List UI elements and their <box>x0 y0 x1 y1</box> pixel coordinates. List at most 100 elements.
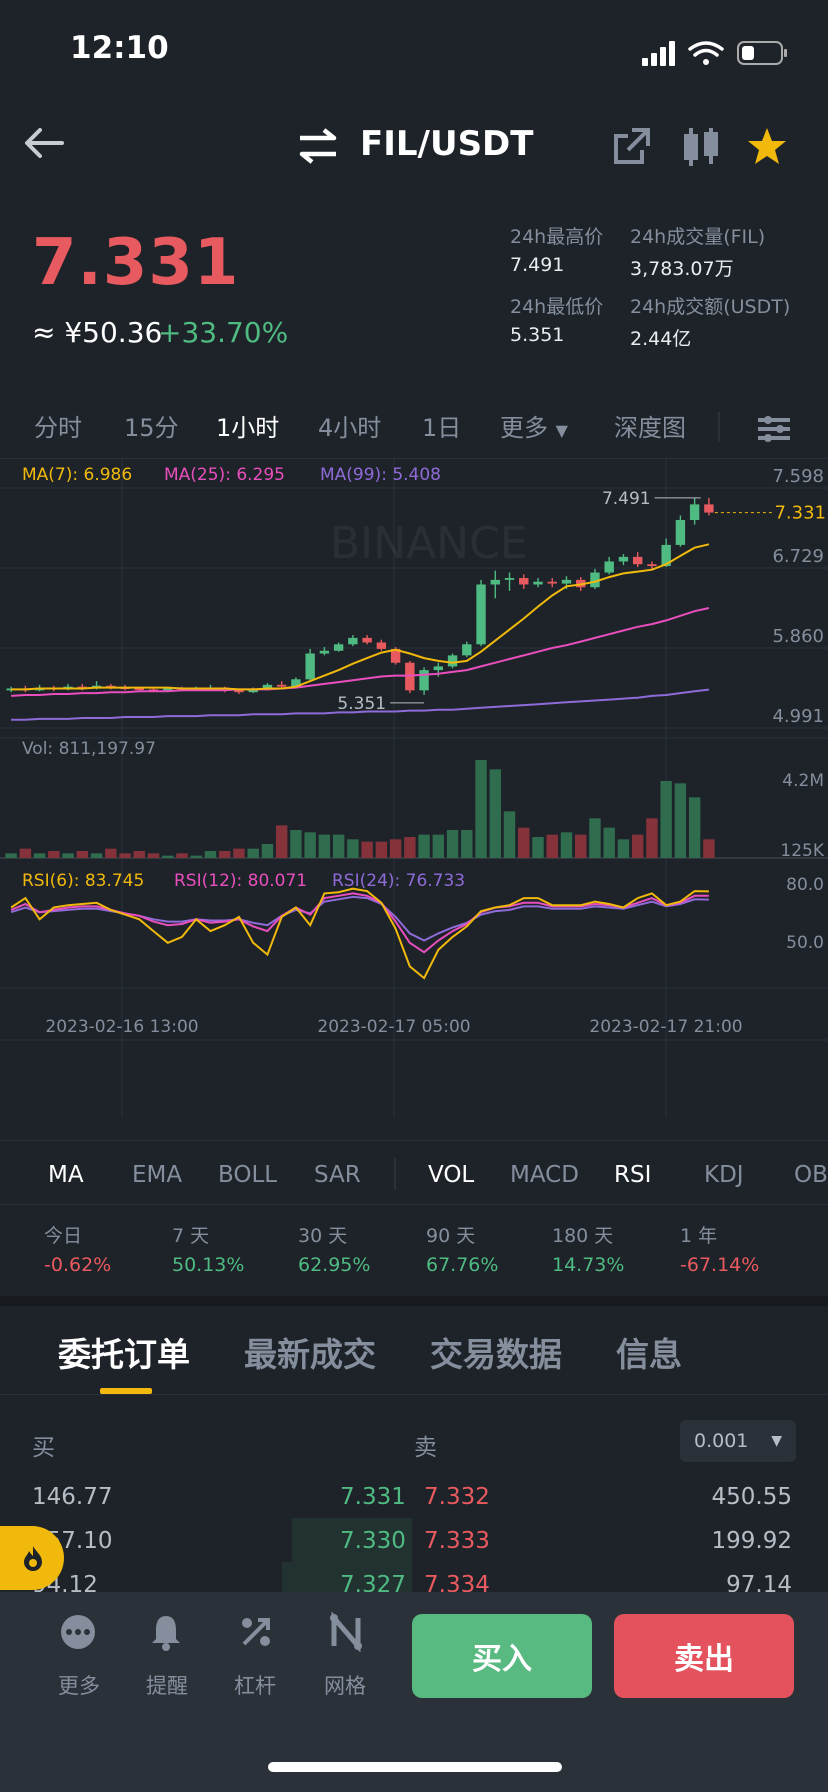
tab-info[interactable]: 信息 <box>616 1335 682 1374</box>
precision-value: 0.001 <box>694 1430 749 1452</box>
bid-price: 7.331 <box>340 1484 406 1510</box>
candle-body <box>276 684 287 687</box>
x-axis-label: 2023-02-16 13:00 <box>45 1017 198 1037</box>
volume-bar <box>304 832 316 858</box>
stat-turnover-label: 24h成交额(USDT) <box>630 296 791 318</box>
volume-bar <box>703 839 715 858</box>
favorite-star-icon[interactable] <box>746 126 788 166</box>
floating-promo-button[interactable] <box>0 1526 64 1590</box>
volume-bar <box>219 851 231 858</box>
alert-button[interactable] <box>136 1612 196 1656</box>
candle-body <box>632 556 643 565</box>
volume-bar <box>375 841 388 858</box>
trading-pair-title[interactable]: FIL/USDT <box>360 124 534 164</box>
indicator-boll[interactable]: BOLL <box>218 1162 278 1188</box>
share-icon[interactable] <box>612 126 652 166</box>
volume-bar <box>204 851 217 858</box>
volume-bar <box>418 834 430 858</box>
volume-bar <box>432 834 445 858</box>
watermark-text: BINANCE <box>330 518 528 569</box>
candle-body <box>262 684 273 690</box>
volume-bar <box>347 839 359 858</box>
interval-4h[interactable]: 4小时 <box>318 414 382 442</box>
volume-bar <box>518 827 530 858</box>
candle-body <box>547 581 557 584</box>
more-button[interactable] <box>48 1612 108 1656</box>
candle-body <box>447 655 458 667</box>
stat-low-label: 24h最低价 <box>510 296 604 318</box>
volume-bar <box>646 818 658 858</box>
candle-body <box>675 520 686 545</box>
volume-bar <box>48 851 60 858</box>
volume-bar <box>247 848 259 858</box>
interval-15m[interactable]: 15分 <box>124 414 179 442</box>
indicator-kdj[interactable]: KDJ <box>704 1162 744 1188</box>
indicator-sar[interactable]: SAR <box>314 1162 361 1188</box>
interval-bar: 分时 15分 1小时 4小时 1日 更多 ▼ 深度图 <box>0 408 828 452</box>
volume-bar <box>233 848 245 858</box>
volume-bar <box>546 834 558 858</box>
candle-body <box>148 689 159 691</box>
volume-bar <box>589 818 601 858</box>
candlestick-icon[interactable] <box>682 126 720 168</box>
orderbook-row[interactable]: 146.77 7.331 7.332 450.55 <box>0 1484 828 1528</box>
tab-latest-trades[interactable]: 最新成交 <box>244 1335 376 1374</box>
interval-divider <box>718 412 720 442</box>
grid-button[interactable] <box>316 1611 376 1656</box>
candle-body <box>376 642 387 649</box>
battery-icon <box>737 41 787 65</box>
ask-quantity: 199.92 <box>711 1528 792 1554</box>
swap-pair-icon[interactable] <box>296 128 340 164</box>
orderbook-row[interactable]: 957.10 7.330 7.333 199.92 <box>0 1528 828 1572</box>
buy-button[interactable]: 买入 <box>412 1614 592 1698</box>
fire-icon <box>24 1546 42 1571</box>
perf-label-30d: 30 天 <box>298 1225 348 1247</box>
rsi-legend-1: RSI(12): 80.071 <box>174 871 307 891</box>
candle-body <box>433 666 444 671</box>
indicator-rsi[interactable]: RSI <box>614 1162 652 1188</box>
sell-button[interactable]: 卖出 <box>614 1614 794 1698</box>
volume-bar <box>631 834 644 858</box>
indicator-ema[interactable]: EMA <box>132 1162 183 1188</box>
kline-chart[interactable]: BINANCE 7.598 6.729 5.860 4.991 MA(7): 6.986 M… <box>0 458 828 1140</box>
interval-1d[interactable]: 1日 <box>422 414 462 442</box>
rsi-tick-label: 50.0 <box>786 933 824 953</box>
depth-chart-tab[interactable]: 深度图 <box>614 414 686 442</box>
candle-body <box>248 689 258 693</box>
interval-1h[interactable]: 1小时 <box>216 414 280 442</box>
volume-tick-label: 4.2M <box>782 771 824 791</box>
indicator-macd[interactable]: MACD <box>510 1162 579 1188</box>
precision-selector[interactable]: 0.001 ▼ <box>680 1420 796 1462</box>
volume-bar <box>190 855 202 858</box>
perf-value-180d: 14.73% <box>552 1254 625 1276</box>
tab-order-book[interactable]: 委托订单 <box>58 1335 190 1374</box>
volume-bar <box>617 839 630 858</box>
volume-bar <box>133 851 145 858</box>
low-label: 5.351 <box>337 694 386 714</box>
candle-body <box>647 564 657 567</box>
volume-bar <box>90 853 103 858</box>
interval-time[interactable]: 分时 <box>34 414 82 442</box>
perf-value-90d: 67.76% <box>426 1254 499 1276</box>
indicator-obv[interactable]: OB <box>794 1162 828 1188</box>
ma25-line <box>11 607 710 697</box>
tab-trade-data[interactable]: 交易数据 <box>430 1335 562 1374</box>
interval-more[interactable]: 更多 ▼ <box>500 408 568 443</box>
y-tick-label: 5.860 <box>772 626 824 647</box>
home-indicator[interactable] <box>268 1762 562 1772</box>
candle-body <box>462 644 472 656</box>
ma99-line <box>11 688 710 721</box>
margin-button[interactable] <box>226 1612 286 1656</box>
chart-settings-icon[interactable] <box>756 412 792 446</box>
interval-more-label: 更多 <box>500 414 548 442</box>
candle-body <box>348 637 358 645</box>
candle-body <box>390 648 401 663</box>
stat-volume-value: 3,783.07万 <box>630 258 734 280</box>
stat-turnover-value: 2.44亿 <box>630 328 692 350</box>
volume-bar <box>76 851 89 858</box>
perf-value-today: -0.62% <box>44 1254 112 1276</box>
indicator-vol[interactable]: VOL <box>428 1162 475 1188</box>
back-arrow-icon[interactable] <box>22 126 66 160</box>
candle-body <box>305 653 315 680</box>
indicator-ma[interactable]: MA <box>48 1162 84 1188</box>
